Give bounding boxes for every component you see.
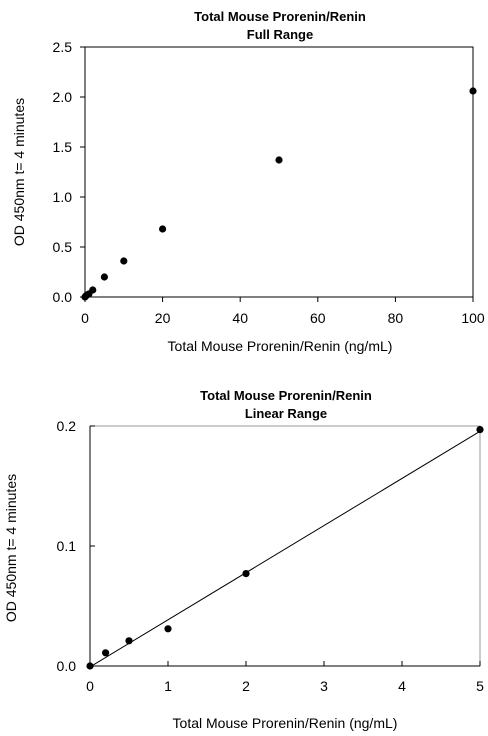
y-tick-label: 0.0 xyxy=(53,289,73,305)
data-point xyxy=(102,649,110,657)
y-tick-label: 2.5 xyxy=(53,39,73,55)
y-tick-label: 0.1 xyxy=(57,538,77,554)
data-point xyxy=(100,273,108,281)
x-axis-ticks: 0 20 40 60 80 100 xyxy=(81,297,485,326)
y-axis-label: OD 450nm t= 4 minutes xyxy=(11,98,27,246)
plot-area xyxy=(89,425,481,667)
data-point xyxy=(86,662,94,670)
chart-full-range: Total Mouse Prorenin/Renin Full Range To… xyxy=(11,9,485,354)
y-tick-label: 1.5 xyxy=(53,139,73,155)
y-axis-ticks: 0.0 0.5 1.0 1.5 2.0 2.5 xyxy=(53,39,85,305)
y-tick-label: 0.2 xyxy=(57,418,77,434)
x-tick-label: 100 xyxy=(461,310,485,326)
x-tick-label: 1 xyxy=(164,678,172,694)
data-point xyxy=(476,426,484,434)
x-tick-label: 20 xyxy=(155,310,171,326)
x-tick-label: 2 xyxy=(242,678,250,694)
chart-subtitle: Full Range xyxy=(247,27,313,42)
data-point xyxy=(242,570,250,578)
y-axis-ticks: 0.0 0.1 0.2 xyxy=(57,418,95,674)
x-tick-label: 40 xyxy=(232,310,248,326)
x-tick-label: 80 xyxy=(388,310,404,326)
data-point xyxy=(159,225,167,233)
data-point xyxy=(89,286,97,294)
data-point xyxy=(275,156,283,164)
x-tick-label: 0 xyxy=(86,678,94,694)
y-tick-label: 0.5 xyxy=(53,239,73,255)
x-axis-label: Total Mouse Prorenin/Renin (ng/mL) xyxy=(168,338,393,354)
data-point xyxy=(120,257,128,265)
y-tick-label: 2.0 xyxy=(53,89,73,105)
chart-linear-range: Total Mouse Prorenin/Renin Linear Range … xyxy=(3,388,484,731)
x-tick-label: 60 xyxy=(310,310,326,326)
x-axis-ticks: 0 1 2 3 4 5 xyxy=(86,661,484,694)
data-point xyxy=(164,625,172,633)
x-tick-label: 5 xyxy=(476,678,484,694)
y-axis-label: OD 450nm t= 4 minutes xyxy=(3,474,19,622)
y-tick-label: 1.0 xyxy=(53,189,73,205)
data-point xyxy=(125,637,133,645)
plot-area xyxy=(84,46,474,298)
chart-title: Total Mouse Prorenin/Renin xyxy=(194,9,366,24)
chart-subtitle: Linear Range xyxy=(245,406,327,421)
x-tick-label: 0 xyxy=(81,310,89,326)
trend-line xyxy=(89,430,481,668)
data-points xyxy=(86,426,484,670)
x-axis-label: Total Mouse Prorenin/Renin (ng/mL) xyxy=(173,715,398,731)
chart-title: Total Mouse Prorenin/Renin xyxy=(200,388,372,403)
x-tick-label: 3 xyxy=(320,678,328,694)
data-points xyxy=(81,87,477,301)
data-point xyxy=(469,87,477,95)
y-tick-label: 0.0 xyxy=(57,658,77,674)
x-tick-label: 4 xyxy=(398,678,406,694)
